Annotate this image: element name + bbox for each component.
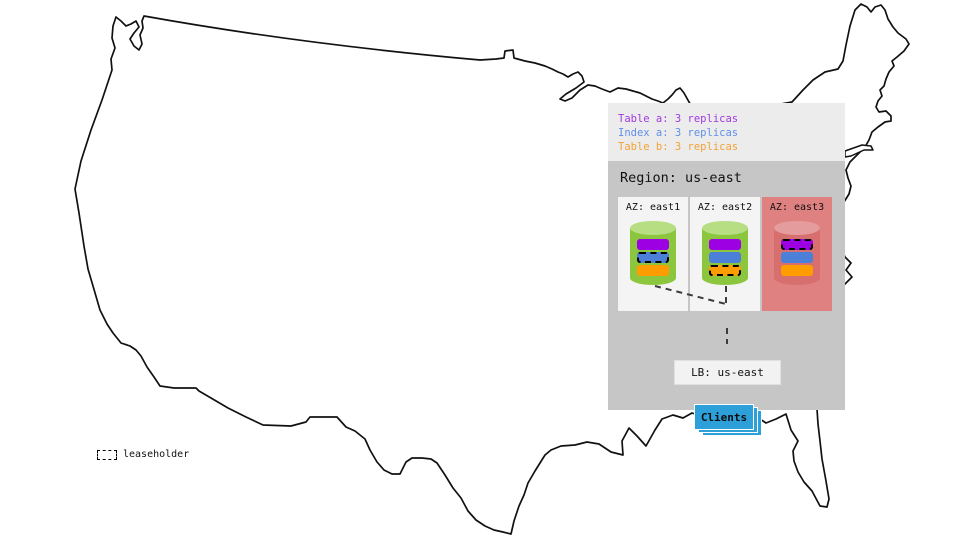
replica-bar-table-b: [637, 265, 669, 276]
region-title: Region: us-east: [620, 170, 742, 186]
replica-bar-table-a: [709, 239, 741, 250]
leaseholder-key: leaseholder: [97, 449, 189, 460]
replica-bar-index-a-leaseholder: [637, 252, 669, 263]
replica-legend-item-table-b: Table b: 3 replicas: [618, 141, 739, 153]
cylinder-top: [702, 221, 748, 235]
cylinder-top: [774, 221, 820, 235]
clients-label: Clients: [700, 410, 748, 424]
replica-bar-table-b-leaseholder: [709, 265, 741, 276]
leaseholder-key-label: leaseholder: [123, 449, 190, 460]
region-box: Region: us-east AZ: east1 AZ: east2: [608, 161, 845, 436]
clients-layer-front: Clients: [694, 404, 754, 430]
replica-legend: Table a: 3 replicas Index a: 3 replicas …: [608, 103, 845, 161]
az-box-east1: AZ: east1: [618, 197, 688, 311]
replica-bar-table-a-leaseholder: [781, 239, 813, 250]
az-box-east2: AZ: east2: [690, 197, 760, 311]
replica-bar-index-a: [781, 252, 813, 263]
az-label: AZ: east1: [625, 202, 681, 213]
long-island-outline: [844, 144, 874, 158]
az-row: AZ: east1 AZ: east2: [618, 197, 832, 311]
load-balancer-label: LB: us-east: [691, 366, 764, 379]
replica-bar-index-a: [709, 252, 741, 263]
replica-bar-table-b: [781, 265, 813, 276]
leaseholder-swatch-icon: [97, 449, 117, 460]
az-box-east3: AZ: east3: [762, 197, 832, 311]
cylinder-top: [630, 221, 676, 235]
az-label: AZ: east2: [697, 202, 753, 213]
replica-legend-item-table-a: Table a: 3 replicas: [618, 113, 739, 125]
replica-legend-item-index-a: Index a: 3 replicas: [618, 127, 739, 139]
clients-stack: Clients: [694, 404, 764, 438]
replica-bar-table-a: [637, 239, 669, 250]
region-panel: Table a: 3 replicas Index a: 3 replicas …: [608, 103, 845, 436]
az-label: AZ: east3: [769, 202, 825, 213]
load-balancer-box: LB: us-east: [674, 360, 781, 385]
